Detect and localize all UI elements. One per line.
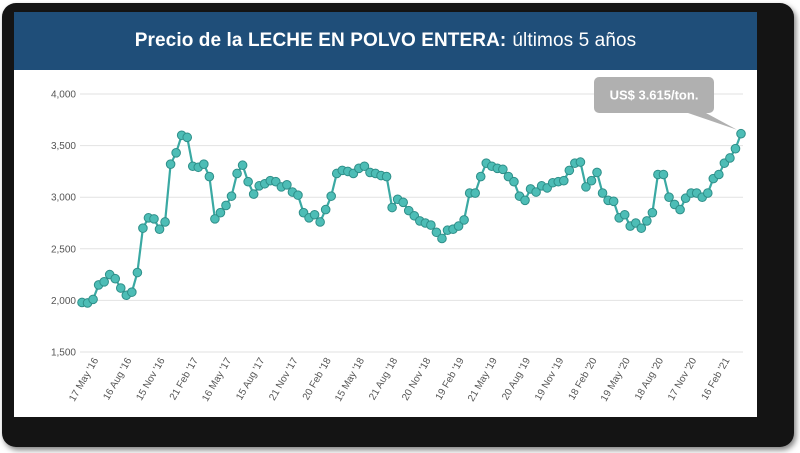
x-tick-label: 20 Aug '19 xyxy=(500,356,533,403)
data-point xyxy=(520,195,530,206)
data-point xyxy=(309,209,320,220)
data-point xyxy=(725,153,735,163)
data-point xyxy=(558,175,569,186)
y-tick-label: 2,000 xyxy=(51,296,76,307)
data-point xyxy=(581,182,591,192)
data-point xyxy=(586,175,597,186)
x-tick-label: 17 Nov '20 xyxy=(666,356,699,403)
callout-pointer xyxy=(688,113,737,130)
data-point xyxy=(702,188,713,198)
data-point xyxy=(199,159,209,169)
x-tick-label: 20 Feb '18 xyxy=(301,356,334,403)
data-point xyxy=(171,148,181,158)
x-tick-label: 21 Aug '18 xyxy=(367,356,400,403)
data-point xyxy=(470,188,480,198)
data-point xyxy=(293,190,303,200)
data-point xyxy=(237,160,248,171)
x-tick-label: 20 Nov '18 xyxy=(400,356,433,403)
data-point xyxy=(453,221,464,231)
x-tick-label: 15 Nov '16 xyxy=(134,356,167,403)
x-tick-label: 17 May '16 xyxy=(67,356,101,404)
data-point xyxy=(154,224,165,234)
data-point xyxy=(232,168,242,179)
data-point xyxy=(221,200,231,211)
x-tick-label: 16 May '17 xyxy=(200,356,234,404)
data-point xyxy=(608,196,619,207)
data-point xyxy=(326,191,337,201)
x-tick-label: 21 Feb '17 xyxy=(168,356,201,403)
data-point xyxy=(138,223,148,233)
data-point xyxy=(226,191,237,201)
data-point xyxy=(675,204,685,215)
data-point xyxy=(475,171,486,182)
title-banner: Precio de la LECHE EN POLVO ENTERA: últi… xyxy=(14,12,757,70)
data-point xyxy=(509,176,519,187)
callout-box xyxy=(594,77,714,113)
x-tick-label: 16 Feb '21 xyxy=(700,356,733,403)
data-point xyxy=(165,159,176,169)
data-point xyxy=(730,143,741,154)
data-point xyxy=(647,207,658,218)
data-point xyxy=(149,214,159,224)
y-tick-label: 4,000 xyxy=(51,90,76,101)
y-tick-label: 3,000 xyxy=(51,193,76,204)
x-tick-label: 19 Feb '19 xyxy=(434,356,467,403)
data-point xyxy=(127,287,137,297)
x-tick-label: 19 May '20 xyxy=(599,356,633,404)
title-rest: últimos 5 años xyxy=(512,30,637,51)
x-tick-label: 15 Aug '17 xyxy=(234,356,267,403)
x-tick-label: 16 Aug '16 xyxy=(101,356,134,403)
data-point xyxy=(204,171,215,182)
x-tick-label: 18 Aug '20 xyxy=(633,356,666,403)
data-point xyxy=(498,164,508,175)
y-tick-label: 1,500 xyxy=(51,348,76,359)
data-point xyxy=(210,214,220,224)
data-point xyxy=(88,294,98,305)
x-tick-label: 21 May '19 xyxy=(466,356,500,404)
data-point xyxy=(714,169,724,180)
y-tick-label: 2,500 xyxy=(51,244,76,255)
title-bold: Precio de la LECHE EN POLVO ENTERA: xyxy=(134,30,507,51)
data-point xyxy=(564,165,575,176)
callout-label: US$ 3.615/ton. xyxy=(610,88,699,103)
y-tick-label: 3,500 xyxy=(51,141,76,152)
data-point xyxy=(597,188,608,198)
data-point xyxy=(160,217,170,227)
data-point xyxy=(575,157,586,167)
data-point xyxy=(387,202,397,213)
data-point xyxy=(132,267,143,278)
x-tick-label: 15 May '18 xyxy=(333,356,367,404)
data-point xyxy=(426,220,436,230)
data-point xyxy=(459,215,469,225)
data-point xyxy=(381,171,392,182)
data-point xyxy=(636,223,647,233)
data-point xyxy=(282,180,292,190)
data-point xyxy=(320,204,331,215)
x-tick-label: 19 Nov '19 xyxy=(533,356,566,403)
data-point xyxy=(110,273,121,284)
data-point xyxy=(592,167,602,178)
data-point xyxy=(215,207,226,218)
data-point xyxy=(359,161,370,172)
data-point xyxy=(243,176,253,187)
data-point xyxy=(99,277,109,287)
x-tick-label: 21 Nov '17 xyxy=(267,356,300,403)
data-point xyxy=(182,132,193,143)
chart-card: Precio de la LECHE EN POLVO ENTERA: últi… xyxy=(14,12,757,417)
data-point xyxy=(437,233,447,244)
data-point xyxy=(315,217,325,227)
data-point xyxy=(658,169,669,180)
data-point xyxy=(398,197,408,208)
data-point xyxy=(664,192,674,202)
data-point xyxy=(736,128,746,139)
data-point xyxy=(642,216,652,226)
data-point xyxy=(431,227,442,238)
price-line-chart: 1,500 2,000 2,500 3,000 3,500 4,000 17 May '16… xyxy=(51,77,746,404)
data-point xyxy=(619,209,630,220)
data-point xyxy=(248,189,259,199)
data-point xyxy=(115,283,126,293)
x-tick-label: 18 Feb '20 xyxy=(567,356,600,403)
data-point xyxy=(531,187,541,197)
